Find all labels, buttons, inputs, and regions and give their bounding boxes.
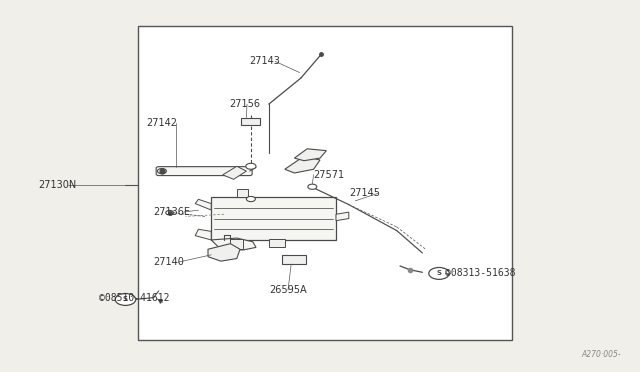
Text: 27145: 27145 bbox=[349, 189, 380, 198]
Polygon shape bbox=[195, 199, 211, 210]
Polygon shape bbox=[294, 149, 326, 161]
Bar bbox=[241, 118, 260, 125]
Circle shape bbox=[246, 196, 255, 202]
Text: ©08510-41612: ©08510-41612 bbox=[99, 293, 170, 302]
Text: ©08313-51638: ©08313-51638 bbox=[445, 269, 515, 278]
Bar bbox=[269, 239, 285, 247]
Text: 27130N: 27130N bbox=[38, 180, 77, 190]
Circle shape bbox=[166, 211, 173, 215]
Circle shape bbox=[115, 294, 136, 305]
Text: 27143: 27143 bbox=[250, 57, 280, 66]
Text: 27136E: 27136E bbox=[154, 207, 191, 217]
Text: A270·005-: A270·005- bbox=[581, 350, 621, 359]
Bar bbox=[138, 26, 512, 340]
Text: 26595A: 26595A bbox=[269, 285, 307, 295]
Circle shape bbox=[429, 267, 449, 279]
Text: 27571: 27571 bbox=[314, 170, 345, 180]
FancyBboxPatch shape bbox=[156, 167, 252, 176]
Text: 27140: 27140 bbox=[154, 257, 184, 267]
Bar bbox=[211, 197, 336, 240]
Polygon shape bbox=[195, 229, 211, 240]
Circle shape bbox=[157, 169, 166, 174]
Text: S: S bbox=[123, 296, 128, 302]
Polygon shape bbox=[211, 238, 256, 250]
Polygon shape bbox=[223, 166, 246, 179]
Circle shape bbox=[308, 184, 317, 189]
Polygon shape bbox=[336, 212, 349, 221]
Text: 27142: 27142 bbox=[146, 118, 177, 128]
Bar bbox=[282, 255, 306, 264]
Polygon shape bbox=[285, 156, 320, 173]
Bar bbox=[230, 239, 243, 249]
Polygon shape bbox=[208, 244, 240, 261]
Text: 27156: 27156 bbox=[229, 99, 260, 109]
Circle shape bbox=[246, 163, 256, 169]
Text: S: S bbox=[436, 270, 442, 276]
Bar bbox=[237, 189, 248, 197]
